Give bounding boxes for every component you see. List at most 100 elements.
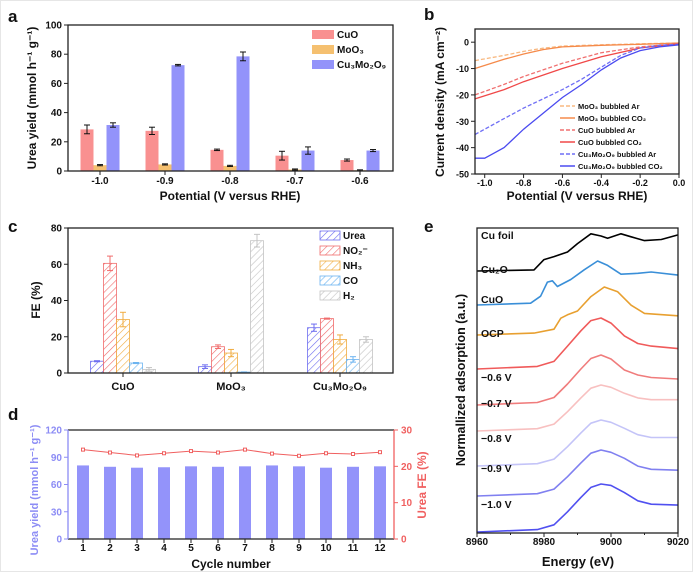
y-tick-label: 30 <box>51 507 63 518</box>
bar <box>77 465 89 539</box>
y-tick-label: 0 <box>56 167 62 178</box>
y-tick-label: 60 <box>51 260 63 271</box>
bar <box>90 360 104 374</box>
y-tick-label: 60 <box>51 480 63 491</box>
spectrum-line <box>476 233 679 272</box>
spectrum-line <box>476 419 678 467</box>
x-axis-label: Potential (V versus RHE) <box>160 189 301 203</box>
legend-label: Cu₃Mo₂O₉ bubbled CO₂ <box>578 162 663 171</box>
bar <box>211 346 225 374</box>
x-tick-label: MoO₃ <box>216 381 246 393</box>
x-axis-label: Energy (eV) <box>542 554 614 569</box>
x-tick-label: 0.0 <box>673 178 686 188</box>
x-tick-label: 12 <box>374 543 386 554</box>
spectrum-label: −0.7 V <box>481 398 512 410</box>
panel-letter-d: d <box>8 405 18 424</box>
fe-marker <box>81 447 85 452</box>
y-tick-label: 120 <box>45 426 62 437</box>
bar <box>131 467 143 539</box>
legend-swatch <box>319 245 341 256</box>
plot-frame <box>67 24 394 172</box>
series-line <box>474 42 680 96</box>
legend-swatch <box>319 275 341 286</box>
y-tick-label: 100 <box>45 21 62 32</box>
legend-swatch <box>319 230 341 241</box>
panel-letter-b: b <box>424 5 434 24</box>
y-tick-label: -30 <box>456 117 469 127</box>
bar <box>236 56 250 171</box>
x-axis-label: Potential (V versus RHE) <box>507 189 648 203</box>
y2-tick-label: 10 <box>401 498 413 509</box>
bar <box>340 160 354 171</box>
bar <box>374 466 386 539</box>
x-axis-label: Cycle number <box>191 557 271 571</box>
fe-line <box>82 449 381 457</box>
legend-label: MoO₃ <box>337 45 364 56</box>
x-tick-label: -1.0 <box>477 178 493 188</box>
spectrum-line <box>476 483 679 533</box>
y-tick-label: 80 <box>51 50 63 61</box>
x-tick-label: -0.6 <box>555 178 571 188</box>
legend-label: CuO bubbled Ar <box>578 126 635 135</box>
legend-swatch <box>312 45 334 54</box>
legend-label: Cu₃Mo₂O₉ <box>337 60 386 71</box>
y-tick-label: -50 <box>456 170 469 180</box>
panel-letter-e: e <box>424 217 433 236</box>
fe-marker <box>189 449 193 454</box>
y-tick-label: 90 <box>51 453 63 464</box>
x-tick-label: 3 <box>134 543 140 554</box>
x-tick-label: -0.7 <box>286 176 304 187</box>
fe-marker <box>270 451 274 456</box>
legend-label: CuO bubbled CO₂ <box>578 138 642 147</box>
x-tick-label: 1 <box>80 543 86 554</box>
spectrum-line <box>476 354 679 406</box>
legend-label: NO₂⁻ <box>343 246 368 257</box>
spectrum-line <box>476 384 678 432</box>
legend-label: MoO₃ bubbled CO₂ <box>578 114 646 123</box>
legend-swatch <box>319 290 341 301</box>
bar <box>239 466 251 539</box>
bar <box>250 240 264 374</box>
x-tick-label: 8980 <box>533 537 556 548</box>
x-tick-label: CuO <box>111 381 135 393</box>
bar <box>158 467 170 539</box>
x-tick-label: -0.4 <box>594 178 610 188</box>
plot-frame <box>476 227 679 534</box>
spectrum-label: −0.6 V <box>481 372 512 384</box>
x-tick-label: -0.2 <box>632 178 648 188</box>
y-tick-label: 20 <box>51 137 63 148</box>
bar <box>210 149 224 171</box>
bar <box>266 465 278 539</box>
y-tick-label: 40 <box>51 108 63 119</box>
legend-swatch <box>312 30 334 39</box>
y2-axis-label: Urea FE (%) <box>415 451 429 518</box>
panel-c-chart: 0 20 40 60 80 CuO MoO₃ Cu₃Mo₂O₉ FE (%) Urea NO₂⁻ NH… <box>29 224 394 393</box>
bar <box>347 466 359 539</box>
bar <box>320 467 332 539</box>
legend-label: MoO₃ bubbled Ar <box>578 102 640 111</box>
spectrum-label: Cu foil <box>481 230 514 242</box>
bar <box>293 466 305 539</box>
x-tick-label: -0.6 <box>351 176 369 187</box>
legend-label: CuO <box>337 30 358 41</box>
spectrum-line <box>476 286 679 336</box>
bar <box>93 165 107 171</box>
y-axis-label: FE (%) <box>29 281 43 318</box>
legend-label: H₂ <box>343 291 355 302</box>
y-tick-label: 20 <box>51 332 63 343</box>
y-axis-label: Current density (mA cm⁻²) <box>433 27 447 177</box>
y-tick-label: 80 <box>51 224 63 235</box>
x-tick-label: 8 <box>269 543 275 554</box>
legend-label: CO <box>343 276 358 287</box>
y2-tick-label: 20 <box>401 462 413 473</box>
bar <box>359 339 373 374</box>
series-line <box>475 44 680 159</box>
x-tick-label: 6 <box>215 543 221 554</box>
y-tick-label: 0 <box>56 535 62 546</box>
spectrum-label: OCP <box>481 328 504 340</box>
fe-marker <box>351 451 355 456</box>
y2-tick-label: 0 <box>401 535 407 546</box>
bar <box>275 155 289 171</box>
legend-label: Cu₃Mo₂O₉ bubbled Ar <box>578 150 656 159</box>
plot-frame <box>67 227 394 374</box>
